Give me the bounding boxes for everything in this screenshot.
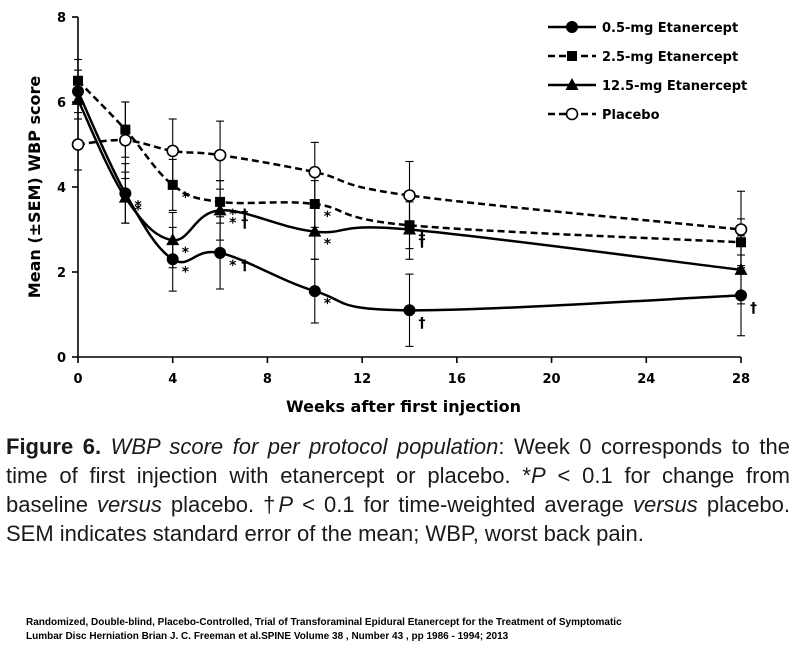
data-point — [167, 179, 178, 190]
data-point — [214, 246, 227, 259]
caption-p1: P — [530, 463, 546, 488]
figure-caption: Figure 6. WBP score for per protocol pop… — [6, 432, 790, 548]
y-tick-label: 2 — [57, 266, 66, 281]
data-point — [403, 189, 416, 202]
legend-label: 0.5-mg Etanercept — [602, 21, 738, 36]
data-point — [308, 165, 322, 179]
caption-versus-1: versus — [97, 492, 162, 517]
series-line — [77, 79, 742, 244]
y-tick-label: 6 — [57, 96, 66, 111]
series-line — [77, 138, 742, 231]
x-tick-label: 20 — [543, 372, 561, 387]
data-point — [213, 203, 227, 216]
data-point — [166, 144, 180, 158]
x-tick-label: 0 — [73, 372, 82, 387]
significance-mark: * — [324, 237, 332, 253]
data-point — [734, 223, 748, 236]
significance-mark: * — [182, 264, 190, 280]
significance-mark: * — [324, 296, 332, 312]
y-tick-label: 8 — [57, 11, 66, 26]
data-point — [71, 138, 85, 151]
y-axis-title: Mean (±SEM) WBP score — [25, 76, 44, 299]
caption-body-2: < 0.1 for change from baseline — [6, 463, 791, 517]
series-0-5-mg-etanercept: ** * †*†† — [72, 69, 757, 347]
legend-marker — [566, 21, 578, 33]
significance-mark: * † — [229, 215, 248, 231]
caption-label: Figure 6. — [6, 434, 102, 459]
y-tick-label: 0 — [57, 351, 66, 366]
data-point — [403, 304, 416, 317]
x-tick-label: 16 — [448, 372, 466, 387]
source-line-1: Randomized, Double-blind, Placebo-Contro… — [26, 617, 622, 628]
data-point — [71, 92, 85, 105]
legend-marker — [567, 51, 577, 61]
series-placebo — [71, 101, 748, 269]
significance-mark: † — [419, 315, 426, 331]
legend-label: 2.5-mg Etanercept — [602, 50, 738, 65]
data-point — [308, 224, 322, 237]
caption-p2: P — [278, 492, 294, 517]
caption-body-1: : Week 0 corresponds to the time of firs… — [6, 434, 790, 488]
significance-mark: * — [182, 245, 190, 261]
source-line-2: Lumbar Disc Herniation Brian J. C. Freem… — [26, 631, 509, 642]
caption-title: WBP score for per protocol population — [110, 434, 499, 459]
caption-body-3: placebo. † — [161, 492, 279, 517]
data-point — [166, 233, 180, 246]
caption-body-5: placebo. SEM indicates standard error of… — [6, 492, 791, 546]
significance-mark: * — [324, 209, 332, 225]
significance-mark: * — [182, 190, 190, 206]
significance-mark: † — [419, 230, 426, 246]
data-point — [734, 262, 748, 275]
significance-mark: * † — [229, 258, 248, 274]
x-axis-title: Weeks after first injection — [286, 397, 521, 416]
caption-body-4: < 0.1 for time-weighted average — [293, 492, 633, 517]
legend-label: Placebo — [602, 108, 660, 123]
significance-mark: * — [134, 198, 142, 214]
source-citation: Randomized, Double-blind, Placebo-Contro… — [26, 616, 786, 644]
caption-versus-2: versus — [632, 492, 698, 517]
data-point — [308, 285, 321, 298]
x-tick-label: 8 — [263, 372, 272, 387]
significance-mark: * — [134, 203, 142, 219]
legend: 0.5-mg Etanercept 2.5-mg Etanercept 12.5-m… — [548, 21, 747, 123]
significance-mark: † — [750, 300, 757, 316]
data-point — [118, 190, 132, 203]
x-tick-label: 12 — [353, 372, 371, 387]
x-tick-label: 4 — [168, 372, 177, 387]
x-tick-label: 28 — [732, 372, 750, 387]
x-tick-label: 24 — [637, 372, 655, 387]
data-point — [213, 148, 227, 162]
legend-marker — [565, 78, 579, 90]
legend-label: 12.5-mg Etanercept — [602, 79, 747, 94]
data-point — [119, 133, 132, 147]
legend-marker — [565, 107, 579, 121]
significance-mark: † — [419, 235, 426, 251]
y-tick-label: 4 — [57, 181, 66, 196]
